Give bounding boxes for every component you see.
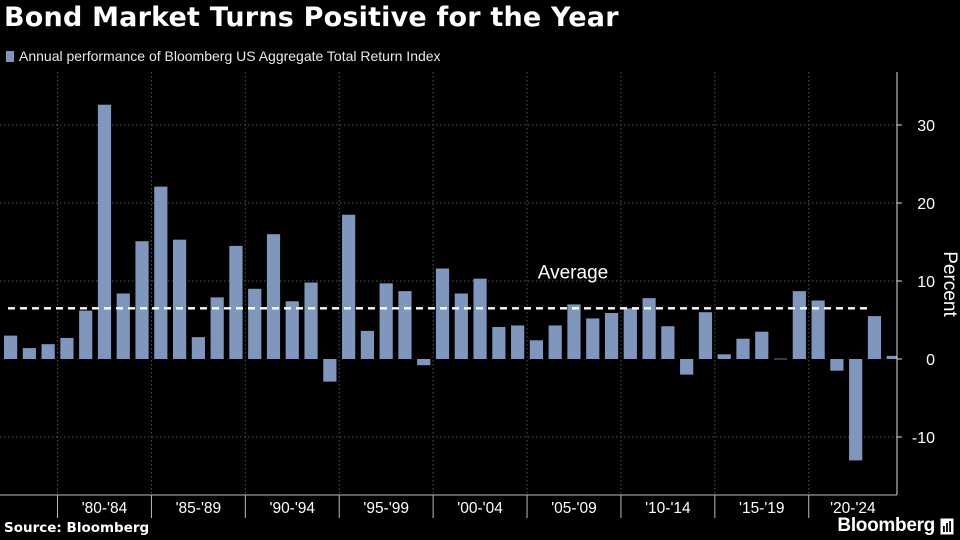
y-axis-title: Percent [939, 251, 960, 317]
bar-2018 [773, 358, 788, 360]
bar-1991 [266, 234, 281, 359]
bar-1995 [342, 214, 356, 359]
bar-2020 [811, 300, 825, 359]
bar-2005 [529, 340, 544, 359]
chart-title: Bond Market Turns Positive for the Year [4, 2, 619, 33]
y-tick-label: 0 [926, 352, 935, 369]
bar-1986 [173, 239, 187, 359]
x-tick-label: '05-'09 [551, 500, 597, 517]
bar-1980 [60, 337, 74, 359]
bar-1994 [323, 359, 337, 382]
x-tick-label: '15-'19 [739, 500, 785, 517]
bar-1984 [135, 241, 149, 359]
bar-2002 [473, 278, 487, 359]
source-note: Source: Bloomberg [4, 520, 150, 536]
bar-1990 [248, 288, 262, 359]
legend-label: Annual performance of Bloomberg US Aggre… [19, 48, 441, 64]
bar-1997 [379, 283, 393, 359]
brand: Bloomberg [837, 515, 954, 537]
bar-1987 [191, 337, 205, 359]
bar-2009 [604, 312, 619, 359]
x-tick-label: '00-'04 [457, 500, 503, 517]
legend-swatch [6, 50, 14, 62]
bar-2022 [849, 359, 863, 461]
bar-2004 [511, 325, 525, 359]
bar-1982 [97, 104, 112, 359]
bar-1989 [229, 245, 243, 359]
bar-1977 [3, 335, 18, 359]
bars [3, 104, 897, 461]
y-tick-label: 20 [917, 196, 935, 213]
bar-1998 [398, 291, 412, 359]
bar-2019 [792, 291, 806, 359]
legend: Annual performance of Bloomberg US Aggre… [6, 48, 441, 64]
y-tick-label: -10 [912, 430, 935, 447]
bar-2017 [755, 331, 769, 359]
bar-2016 [736, 338, 750, 359]
bar-2015 [717, 354, 731, 359]
bar-1992 [285, 301, 299, 359]
bar-2014 [698, 312, 713, 359]
bar-1979 [41, 344, 55, 359]
x-tick-label: '90-'94 [269, 500, 315, 517]
bar-2024 [886, 355, 897, 359]
bar-2012 [661, 326, 675, 359]
bar-1985 [154, 186, 168, 359]
y-tick-label: 30 [917, 118, 935, 135]
bar-2001 [454, 293, 468, 359]
x-tick-label: '20-'24 [830, 500, 876, 517]
average-label: Average [538, 262, 608, 283]
bloomberg-logo-icon [940, 518, 954, 534]
x-tick-label: '95-'99 [363, 500, 409, 517]
bar-1978 [22, 348, 36, 359]
bar-1996 [360, 330, 374, 359]
x-tick-label: '80-'84 [82, 500, 128, 517]
bar-2008 [586, 318, 600, 359]
y-tick-label: 10 [917, 274, 935, 291]
x-tick-label: '85-'89 [176, 500, 222, 517]
bar-1983 [116, 293, 130, 359]
bar-2003 [492, 327, 506, 359]
bar-2011 [642, 298, 656, 359]
bar-1999 [417, 359, 431, 366]
bar-2007 [567, 304, 581, 359]
bar-2000 [435, 268, 450, 359]
brand-name: Bloomberg [837, 515, 935, 536]
bar-2006 [548, 325, 562, 359]
bar-1988 [210, 297, 224, 359]
bar-1981 [79, 310, 93, 359]
bar-2013 [680, 359, 694, 375]
x-tick-label: '10-'14 [645, 500, 691, 517]
bar-2023 [867, 316, 882, 359]
bar-1993 [304, 282, 318, 359]
bar-2010 [623, 308, 637, 359]
bar-2021 [830, 359, 844, 371]
